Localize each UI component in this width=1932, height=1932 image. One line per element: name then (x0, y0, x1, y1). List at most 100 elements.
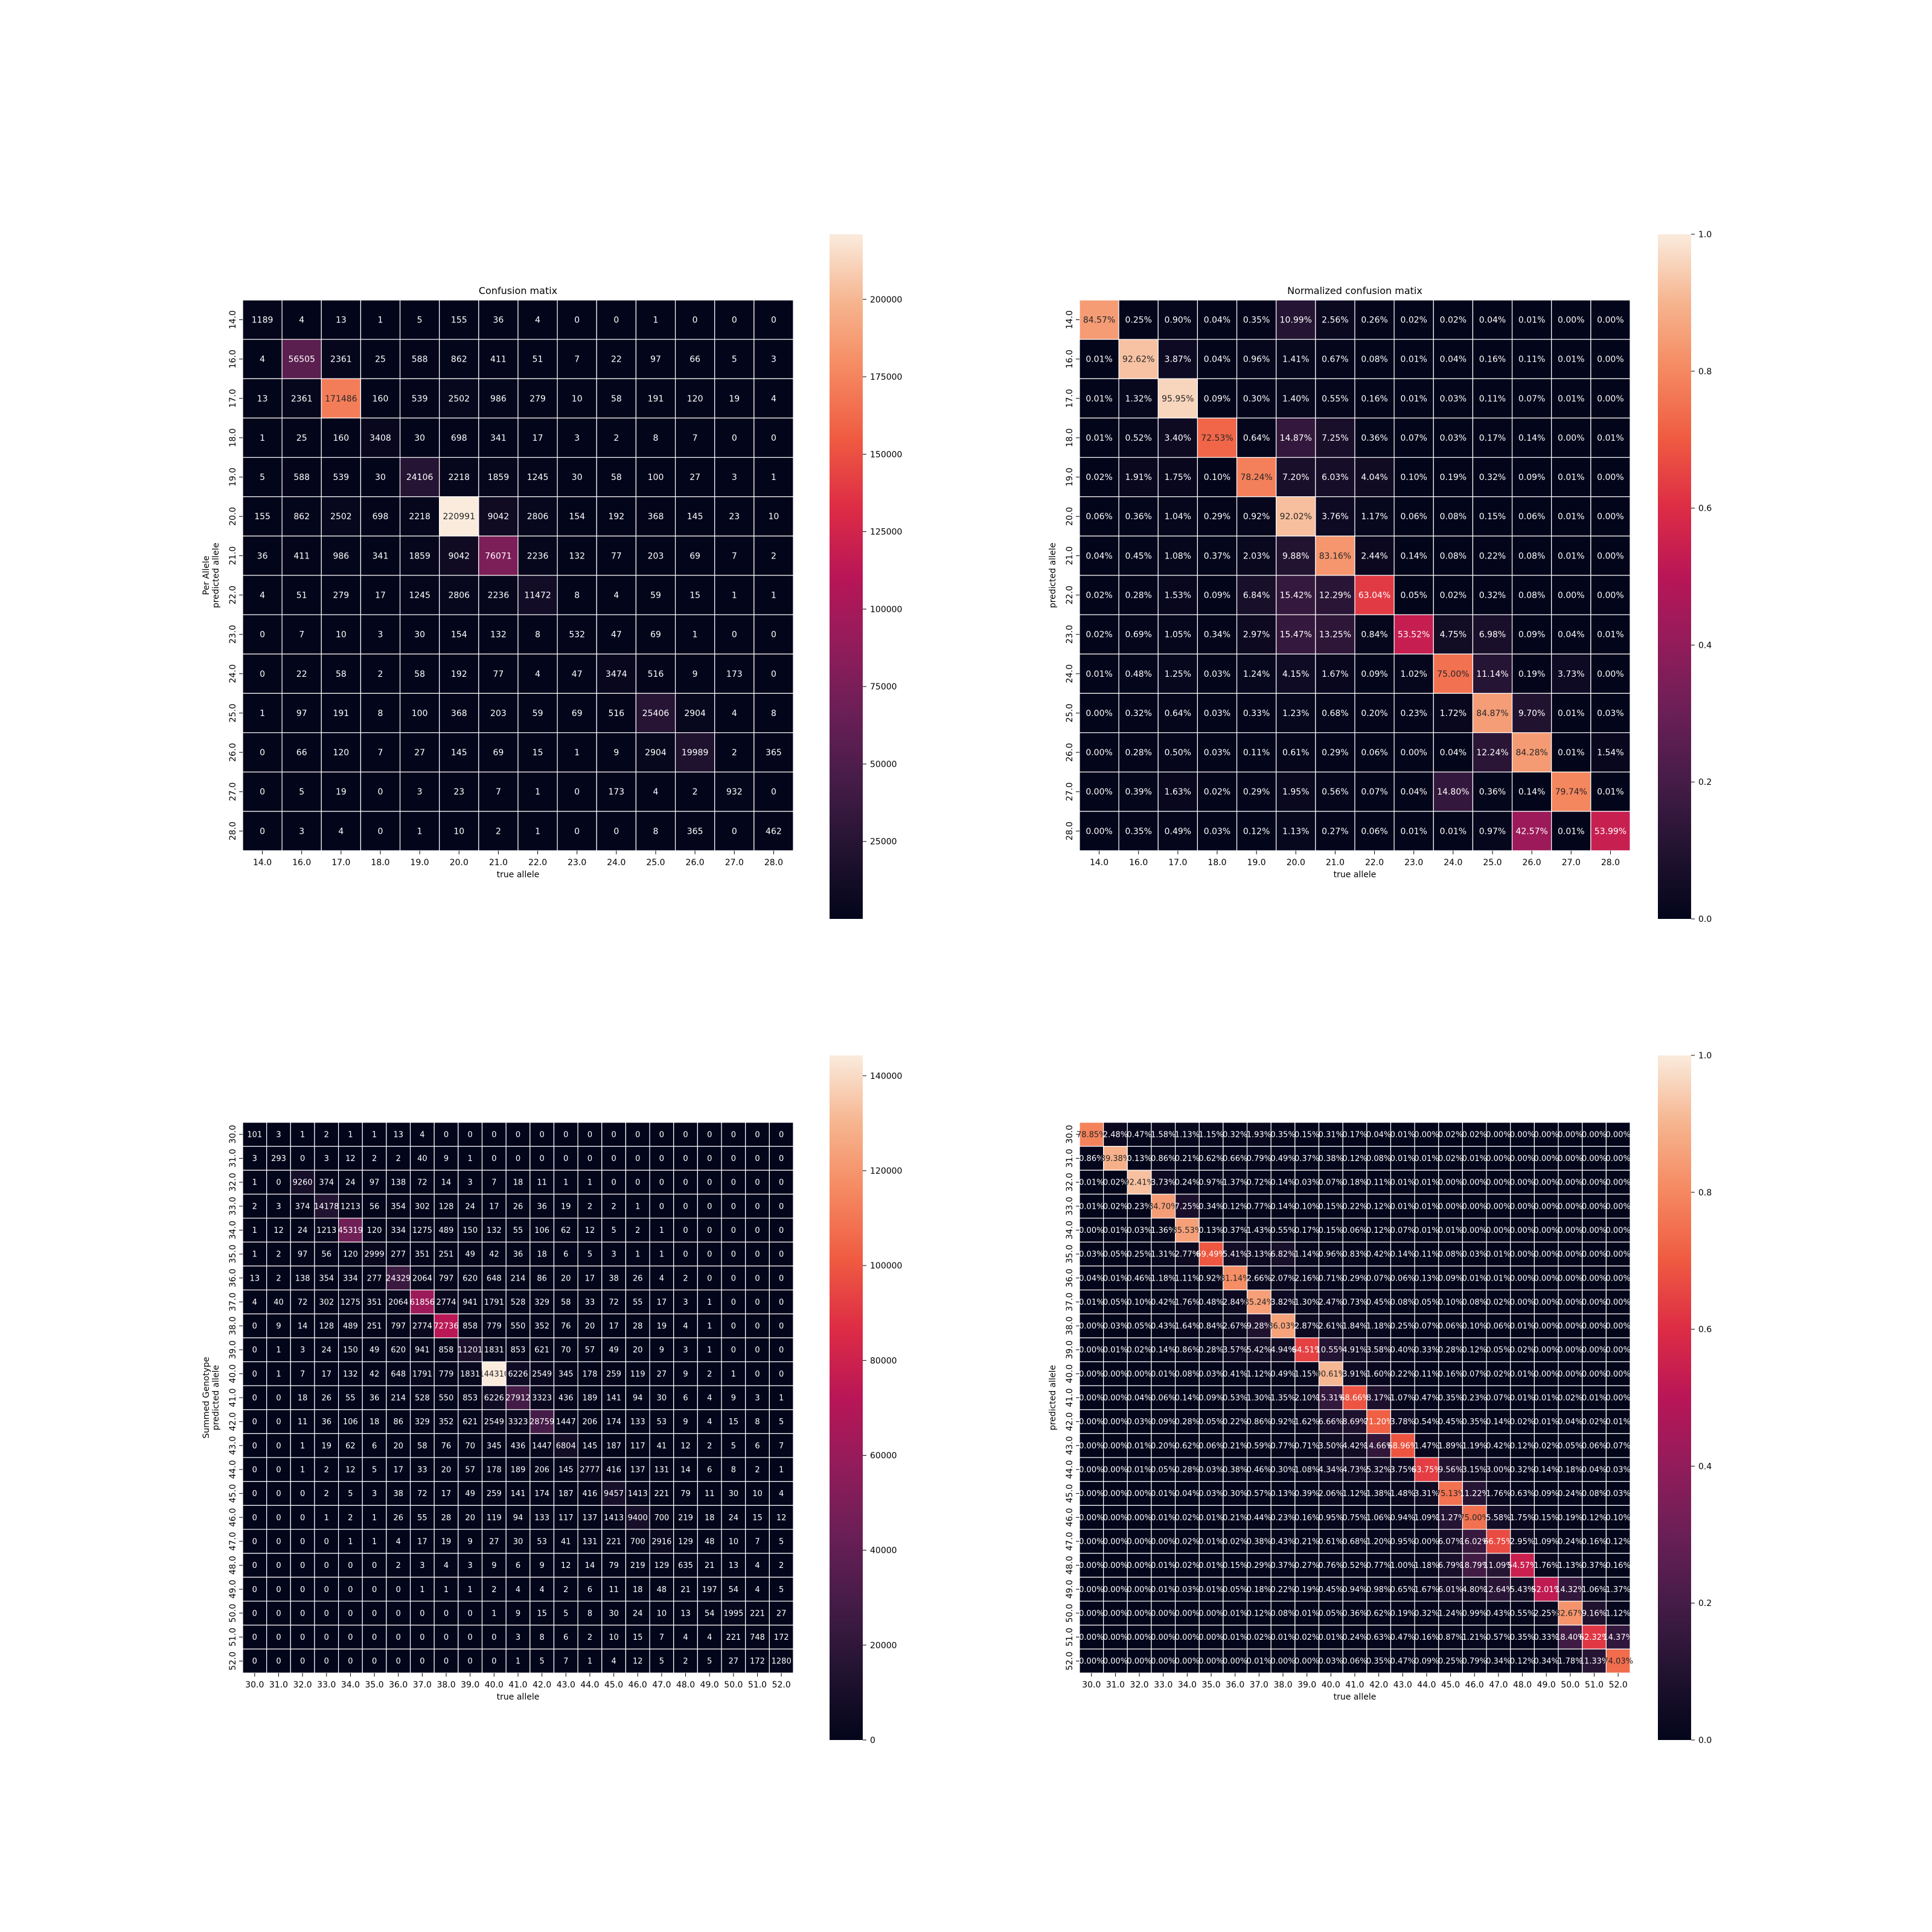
cell-value-label: 63.75% (1412, 1466, 1442, 1475)
cell-value-label: 53 (537, 1537, 547, 1546)
cell-value-label: 86.03% (1268, 1322, 1298, 1331)
cell-value-label: 277 (391, 1250, 406, 1259)
cell-value-label: 2 (496, 827, 501, 836)
cell-value-label: 12 (273, 1226, 284, 1235)
cell-value-label: 0.95% (1319, 1514, 1343, 1523)
heatmap-cell (1276, 456, 1316, 497)
cell-value-label: 20 (585, 1322, 595, 1331)
cell-value-label: 0.55% (1510, 1609, 1535, 1618)
cell-value-label: 1.04% (1165, 512, 1191, 522)
cell-value-label: 862 (293, 512, 310, 522)
cell-value-label: 2.67% (1223, 1322, 1247, 1331)
heatmap-cell (1433, 496, 1474, 537)
cell-value-label: 54 (729, 1585, 739, 1595)
cell-value-label: 6 (516, 1561, 520, 1570)
y-tick-label: 45.0 (1065, 1484, 1075, 1503)
cell-value-label: 1.40% (1282, 394, 1309, 404)
cell-value-label: 1.64% (1175, 1322, 1200, 1331)
y-tick-label: 40.0 (1065, 1364, 1075, 1383)
cell-value-label: 1.76% (1175, 1298, 1200, 1307)
heatmap-cell (557, 575, 597, 615)
cell-value-label: 0.00% (1079, 1585, 1104, 1595)
heatmap-cell (1157, 772, 1198, 812)
heatmap-cell (1315, 575, 1355, 615)
cell-value-label: 8 (540, 1633, 545, 1642)
cell-value-label: 42.57% (1515, 827, 1547, 836)
heatmap-cell (1590, 417, 1631, 458)
cell-value-label: 10 (752, 1489, 763, 1499)
colorbar-tick-label: 0.0 (1698, 915, 1712, 924)
colorbar-tick-label: 150000 (870, 450, 902, 459)
cell-value-label: 58 (611, 394, 622, 404)
cell-value-label: 0.53% (1223, 1394, 1247, 1403)
cell-value-label: 0.28% (1198, 1346, 1223, 1355)
cell-value-label: 0.39% (1125, 787, 1151, 797)
y-axis-ticks: 30.031.032.033.034.035.036.037.038.039.0… (1065, 1125, 1080, 1671)
cell-value-label: 0.07% (1462, 1370, 1487, 1379)
y-tick-label: 24.0 (1065, 664, 1075, 683)
heatmap-cell (557, 772, 597, 812)
cell-value-label: 9042 (488, 512, 510, 522)
cell-value-label: 0.00% (1079, 1394, 1104, 1403)
x-tick-label: 38.0 (1273, 1680, 1292, 1690)
cell-value-label: 72 (417, 1489, 427, 1499)
cell-value-label: 5 (707, 1657, 712, 1666)
cell-value-label: 0.55% (1322, 394, 1348, 404)
cell-value-label: 0.07% (1414, 1322, 1439, 1331)
heatmap-cell (281, 693, 322, 734)
cell-value-label: 9 (444, 1154, 449, 1163)
colorbar-tick-label: 80000 (870, 1356, 897, 1366)
cell-value-label: 0 (635, 1130, 640, 1139)
y-tick-label: 39.0 (228, 1340, 238, 1359)
cell-value-label: 0.09% (1361, 670, 1387, 679)
heatmap-cell (557, 496, 597, 537)
cell-value-label: 0.68% (1322, 709, 1348, 718)
cell-value-label: 0.12% (1366, 1226, 1391, 1235)
cell-value-label: 0.02% (1510, 1418, 1535, 1427)
heatmap-cell (439, 339, 479, 379)
cell-value-label: 1.37% (1606, 1585, 1631, 1595)
cell-value-label: 2 (613, 433, 619, 443)
cell-value-label: 0.37% (1270, 1561, 1295, 1570)
cell-value-label: 0 (755, 1298, 760, 1307)
cell-value-label: 0 (491, 1657, 496, 1666)
cell-value-label: 221 (654, 1489, 669, 1499)
cell-value-label: 0.42% (1366, 1250, 1391, 1259)
heatmap-cell (1236, 575, 1277, 615)
cell-value-label: 0 (731, 1274, 736, 1283)
cell-value-label: 22 (296, 670, 307, 679)
cell-value-label: 26 (322, 1394, 332, 1403)
cell-value-label: 1 (535, 827, 540, 836)
cell-value-label: 0 (372, 1561, 377, 1570)
cell-value-label: 621 (462, 1418, 478, 1427)
cell-value-label: 0.01% (1390, 1130, 1415, 1139)
x-tick-label: 22.0 (528, 858, 547, 868)
cell-value-label: 75.00% (1459, 1514, 1489, 1523)
cell-value-label: 0.12% (1582, 1514, 1607, 1523)
cell-value-label: 131 (583, 1537, 598, 1546)
heatmap-cell (386, 1122, 411, 1147)
heatmap-cell (1118, 496, 1159, 537)
y-tick-label: 17.0 (1065, 389, 1075, 408)
cell-value-label: 11.22% (1459, 1489, 1489, 1499)
heatmap-cell (1511, 378, 1552, 419)
heatmap-cell (1354, 575, 1395, 615)
cell-value-label: 0.06% (1342, 1226, 1367, 1235)
cell-value-label: 4 (732, 709, 737, 718)
heatmap-cell (281, 339, 322, 379)
heatmap-cell (517, 417, 558, 458)
cell-value-label: 0.28% (1438, 1346, 1463, 1355)
heatmap-cells: 1189 4 13 1 5 155 36 4 0 0 1 0 0 04 56505 2361 25 588 862 4… (242, 299, 794, 851)
cell-value-label: 0.29% (1322, 748, 1348, 758)
cell-value-label: 58 (417, 1442, 427, 1451)
colorbar-tick-label: 0.4 (1698, 1462, 1712, 1471)
cell-value-label: 36 (513, 1250, 523, 1259)
cell-value-label: 0 (574, 827, 580, 836)
heatmap-cell (577, 1122, 603, 1147)
heatmap-cell (1157, 614, 1198, 654)
heatmap-cell (481, 1122, 507, 1147)
cell-value-label: 0.45% (1319, 1585, 1343, 1595)
cell-value-label: 0.94% (1390, 1514, 1415, 1523)
cell-value-label: 1 (252, 1250, 257, 1259)
